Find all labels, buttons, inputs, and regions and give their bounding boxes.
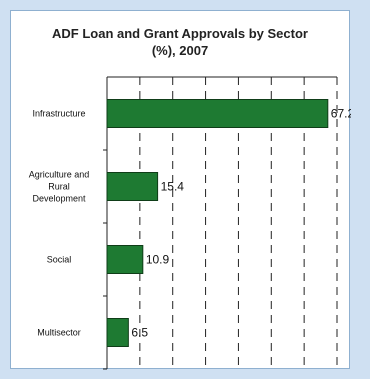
category-label: Infrastructure: [32, 109, 85, 119]
data-label: 10.9: [146, 253, 170, 267]
chart-title: ADF Loan and Grant Approvals by Sector (…: [52, 26, 308, 58]
chart-panel: ADF Loan and Grant Approvals by Sector (…: [10, 10, 351, 370]
data-label: 15.4: [161, 180, 185, 194]
bar: [106, 245, 144, 274]
bar: [106, 99, 329, 128]
category-label: Multisector: [37, 328, 81, 338]
bar: [106, 318, 129, 347]
bar: [106, 172, 159, 201]
category-label: Social: [47, 255, 72, 265]
bar-chart: 67.2 Infrastructure 15.4 Agriculture and Rur…: [29, 76, 351, 370]
data-label: 6.5: [131, 326, 148, 340]
category-label: Agriculture and Rural Development: [29, 170, 90, 204]
data-label: 67.2: [331, 107, 351, 121]
